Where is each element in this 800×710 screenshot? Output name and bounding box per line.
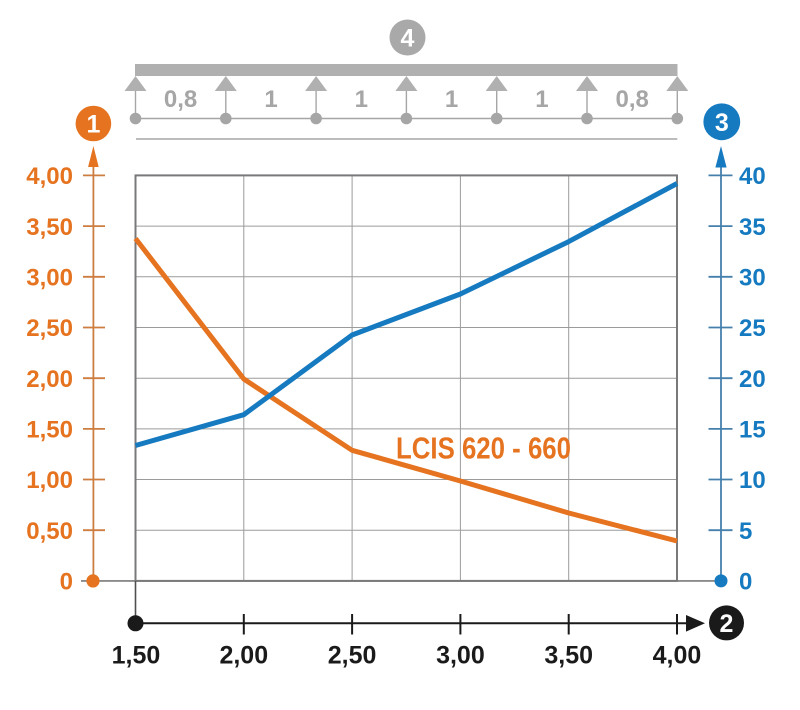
svg-text:2,50: 2,50 xyxy=(328,642,377,670)
svg-text:40: 40 xyxy=(739,163,766,190)
svg-text:4,00: 4,00 xyxy=(653,642,702,670)
svg-text:1,50: 1,50 xyxy=(112,642,161,670)
svg-text:15: 15 xyxy=(739,417,766,444)
svg-text:2,00: 2,00 xyxy=(219,642,268,670)
svg-text:4,00: 4,00 xyxy=(26,163,73,190)
svg-text:10: 10 xyxy=(739,467,766,494)
svg-text:1: 1 xyxy=(86,111,100,139)
svg-text:1: 1 xyxy=(535,86,548,113)
svg-text:1,50: 1,50 xyxy=(26,417,73,444)
svg-text:3,50: 3,50 xyxy=(544,642,593,670)
svg-text:LCIS 620 - 660: LCIS 620 - 660 xyxy=(396,431,571,466)
svg-text:1: 1 xyxy=(264,86,277,113)
svg-text:0,50: 0,50 xyxy=(26,518,73,545)
svg-text:2,50: 2,50 xyxy=(26,315,73,342)
svg-text:3,00: 3,00 xyxy=(26,265,73,292)
svg-text:0,8: 0,8 xyxy=(164,86,197,113)
svg-text:3,50: 3,50 xyxy=(26,214,73,241)
svg-text:1: 1 xyxy=(355,86,368,113)
svg-text:0,8: 0,8 xyxy=(616,86,649,113)
svg-text:1: 1 xyxy=(445,86,458,113)
svg-text:0: 0 xyxy=(739,569,752,596)
svg-text:30: 30 xyxy=(739,265,766,292)
svg-text:2,00: 2,00 xyxy=(26,366,73,393)
svg-text:3: 3 xyxy=(715,109,729,137)
svg-text:35: 35 xyxy=(739,214,766,241)
svg-text:1,00: 1,00 xyxy=(26,467,73,494)
svg-text:0: 0 xyxy=(60,569,73,596)
svg-text:3,00: 3,00 xyxy=(436,642,485,670)
svg-text:20: 20 xyxy=(739,366,766,393)
svg-text:25: 25 xyxy=(739,315,766,342)
svg-text:5: 5 xyxy=(739,518,752,545)
svg-text:2: 2 xyxy=(720,610,734,638)
svg-text:4: 4 xyxy=(401,25,415,53)
